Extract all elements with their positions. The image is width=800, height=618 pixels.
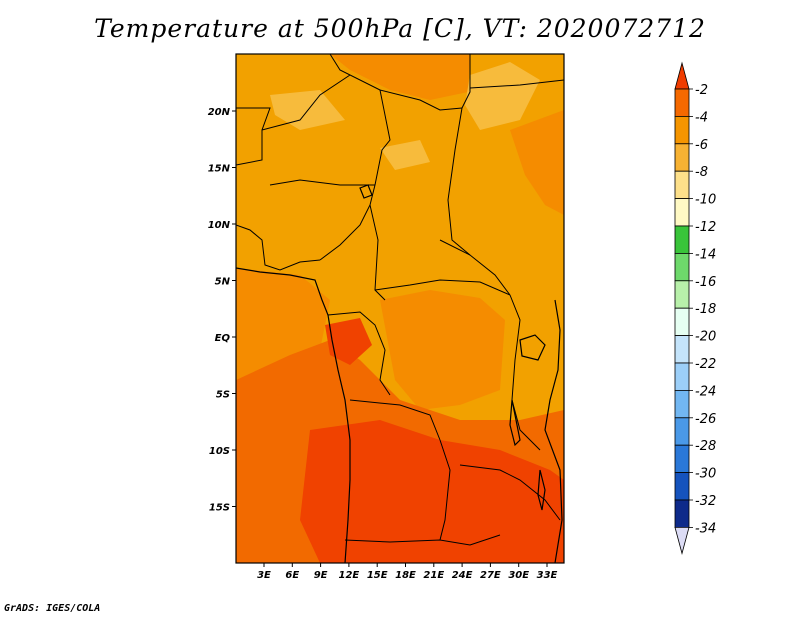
border-chad-sudan	[447, 107, 471, 256]
legend-swatch	[674, 88, 690, 117]
coastline-west-africa	[236, 267, 351, 563]
longitude-axis: 3E 6E 9E 12E 15E 18E 21E 24E 27E 30E 33E	[257, 563, 558, 581]
x-tick-label: 9E	[314, 570, 328, 581]
map-frame	[235, 53, 565, 564]
legend-swatch	[674, 280, 690, 309]
border-congo-gabon	[327, 311, 391, 396]
legend-label: -32	[695, 494, 716, 509]
field-band-cool-ne	[465, 62, 540, 130]
border-angola-north	[349, 399, 441, 441]
border-libya-egypt-sudan	[461, 54, 471, 109]
border-cameroon-car	[369, 204, 386, 301]
border-zambia-east	[459, 464, 561, 521]
x-tick-label: 15E	[367, 570, 388, 581]
legend-bottom-arrow	[674, 527, 690, 555]
lake-malawi	[537, 469, 546, 511]
x-tick-label: 12E	[339, 570, 360, 581]
border-niger-nigeria	[269, 179, 375, 186]
y-tick-label: 10N	[208, 220, 231, 231]
lake-victoria	[519, 334, 546, 361]
x-tick-label: 33E	[537, 570, 558, 581]
legend-swatch	[674, 362, 690, 391]
x-tick-label: 27E	[480, 570, 501, 581]
legend-top-arrow	[674, 61, 690, 90]
y-tick-label: 20N	[208, 107, 231, 118]
legend-label: -34	[695, 521, 716, 536]
field-band-north-warm	[330, 54, 470, 100]
border-angola-namibia	[344, 534, 501, 546]
border-chad-north	[374, 89, 391, 186]
legend-swatch	[674, 170, 690, 199]
x-tick-label: 6E	[285, 570, 299, 581]
legend-label: -12	[695, 220, 716, 235]
legend-swatch	[674, 417, 690, 446]
border-south-sudan-east	[469, 79, 564, 89]
border-west-north	[236, 107, 271, 166]
y-tick-label: EQ	[215, 333, 231, 344]
legend-swatch	[674, 116, 690, 145]
legend-label: -30	[695, 467, 716, 482]
temperature-field	[236, 54, 564, 563]
coastlines	[236, 184, 563, 563]
legend-label: -22	[695, 357, 716, 372]
legend-swatch	[674, 472, 690, 501]
border-libya-algeria	[329, 54, 463, 111]
field-band-east-warm	[510, 110, 564, 215]
legend-label: -28	[695, 439, 716, 454]
legend-swatch	[674, 335, 690, 364]
legend-swatch	[674, 252, 690, 282]
coastline-east-africa	[544, 299, 563, 563]
y-tick-label: 10S	[209, 446, 230, 457]
field-band-hot-gabon	[325, 318, 372, 365]
legend-swatch	[674, 143, 690, 172]
country-borders	[236, 54, 564, 546]
x-tick-label: 3E	[257, 570, 271, 581]
legend-label: -26	[695, 412, 716, 427]
y-tick-label: 15N	[208, 164, 231, 175]
legend-label: -24	[695, 384, 716, 399]
border-nigeria-cameroon	[319, 184, 376, 261]
border-west-coast-states	[236, 224, 321, 271]
x-tick-label: 21E	[423, 570, 444, 581]
lake-tanganyika	[509, 399, 521, 447]
x-tick-label: 24E	[452, 570, 473, 581]
legend-label: -8	[695, 165, 708, 180]
color-legend: -2 -4 -6 -8 -10 -12 -14 -16 -18 -20 -22 -24 -26 -28 -3…	[674, 61, 716, 555]
legend-swatch	[674, 225, 690, 254]
legend-label: -20	[695, 330, 716, 345]
legend-swatch	[674, 389, 690, 419]
chart-title: Temperature at 500hPa [C], VT: 202007271…	[94, 14, 706, 43]
y-tick-label: 5S	[216, 390, 230, 401]
legend-swatch	[674, 307, 690, 337]
legend-swatch	[674, 444, 690, 474]
border-angola-zambia	[439, 439, 451, 541]
legend-label: -10	[695, 193, 716, 208]
legend-label: -16	[695, 275, 716, 290]
border-car-south-sudan	[439, 239, 511, 296]
border-niger-mali	[261, 74, 351, 131]
x-tick-label: 30E	[508, 570, 529, 581]
lake-chad	[359, 184, 373, 199]
legend-label: -2	[695, 83, 708, 98]
legend-label: -4	[695, 110, 708, 125]
field-band-cool-center	[380, 140, 430, 170]
legend-label: -18	[695, 302, 716, 317]
border-car-drc	[374, 279, 511, 296]
legend-label: -14	[695, 247, 716, 262]
legend-label: -6	[695, 138, 708, 153]
border-drc-east	[509, 294, 541, 451]
y-tick-label: 15S	[209, 503, 230, 514]
grads-credit: GrADS: IGES/COLA	[4, 603, 101, 614]
field-band-hottest-south	[300, 420, 564, 563]
x-tick-label: 18E	[395, 570, 416, 581]
y-tick-label: 5N	[215, 277, 231, 288]
legend-swatch	[674, 198, 690, 227]
latitude-axis: 20N 15N 10N 5N EQ 5S 10S 15S	[208, 107, 236, 514]
field-band-warm-congo	[380, 290, 505, 410]
legend-swatch	[674, 499, 690, 528]
